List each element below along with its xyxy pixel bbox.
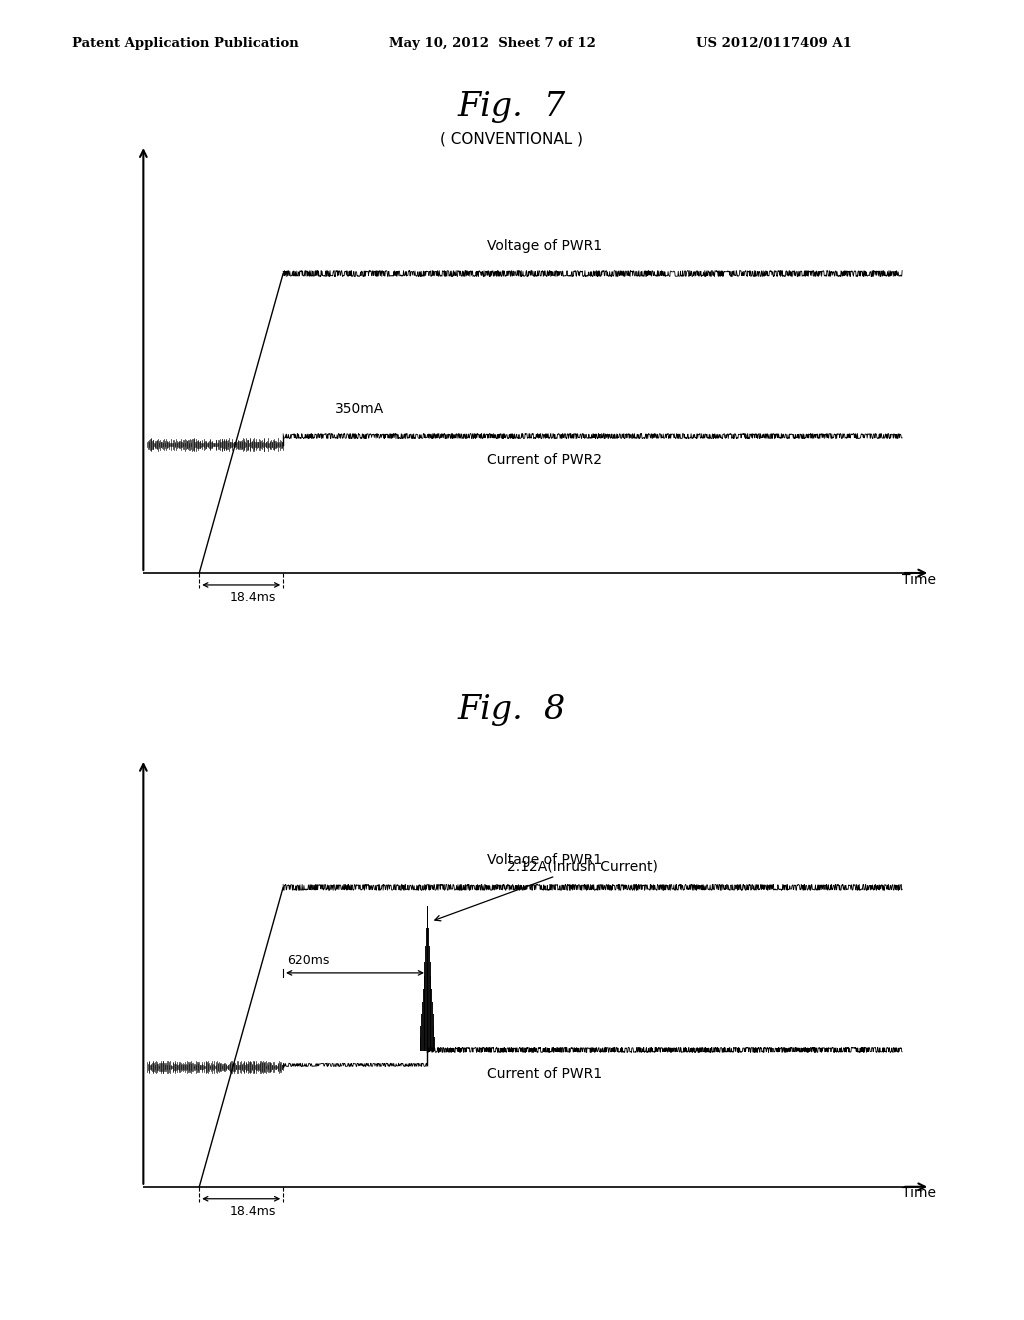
Text: ( CONVENTIONAL ): ( CONVENTIONAL ) xyxy=(440,132,584,147)
Text: Current of PWR1: Current of PWR1 xyxy=(486,1067,602,1081)
Text: Time: Time xyxy=(902,1187,936,1200)
Text: Current of PWR2: Current of PWR2 xyxy=(486,453,602,467)
Text: May 10, 2012  Sheet 7 of 12: May 10, 2012 Sheet 7 of 12 xyxy=(389,37,596,50)
Text: 350mA: 350mA xyxy=(335,401,384,416)
Text: 18.4ms: 18.4ms xyxy=(229,591,275,603)
Text: Time: Time xyxy=(902,573,936,586)
Text: 18.4ms: 18.4ms xyxy=(229,1205,275,1217)
Text: 620ms: 620ms xyxy=(287,954,330,968)
Text: Fig.  8: Fig. 8 xyxy=(458,694,566,726)
Text: Voltage of PWR1: Voltage of PWR1 xyxy=(486,853,602,867)
Text: Voltage of PWR1: Voltage of PWR1 xyxy=(486,239,602,253)
Text: US 2012/0117409 A1: US 2012/0117409 A1 xyxy=(696,37,852,50)
Text: Fig.  7: Fig. 7 xyxy=(458,91,566,123)
Text: Patent Application Publication: Patent Application Publication xyxy=(72,37,298,50)
Text: 2.12A(Inrush Current): 2.12A(Inrush Current) xyxy=(435,859,657,921)
